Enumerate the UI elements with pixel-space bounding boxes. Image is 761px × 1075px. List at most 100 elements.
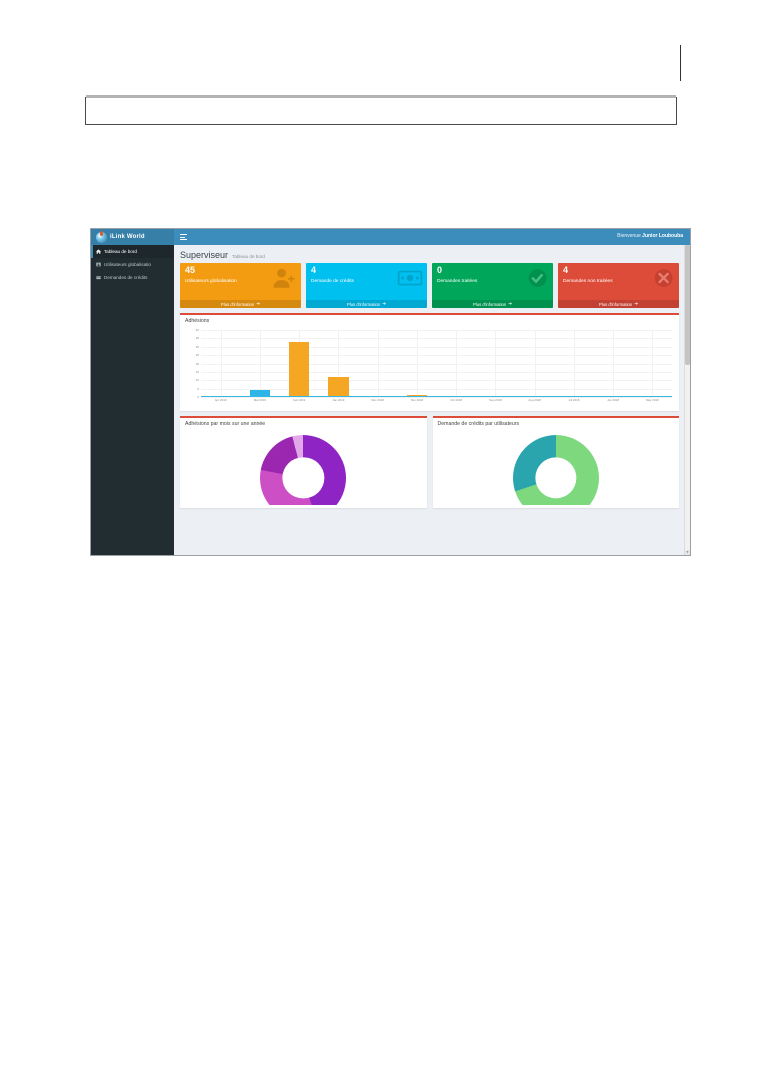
sidebar-item-tableau-de-bord[interactable]: Tableau de bord [91, 245, 174, 258]
bar-chart-bar-slot [201, 330, 240, 397]
bar-chart-y-tick: 10 [195, 378, 199, 383]
panel-demande-credits-utilisateurs: Demande de crédits par utilisateurs [432, 416, 679, 508]
arrow-circle-right-icon: ➔ [634, 301, 638, 306]
bar-chart-x-tick: Oct 2018 [450, 398, 462, 402]
users-icon [96, 262, 101, 267]
empty-caption-box [85, 95, 677, 125]
bar-chart-y-axis: 0 5 10 15 20 25 30 35 40 [185, 328, 200, 399]
bar-chart-y-tick: 5 [197, 386, 199, 391]
donut-panels-row: Adhésions par mois sur une année Demande… [174, 411, 685, 508]
bar-chart-baseline [201, 396, 672, 397]
check-circle-icon [523, 267, 549, 289]
times-circle-icon [649, 267, 675, 289]
hamburger-icon[interactable] [180, 234, 187, 240]
stat-card-more-label: Plus d'information [221, 301, 255, 307]
stat-card-more-label: Plus d'information [473, 301, 507, 307]
bar-chart-y-tick: 35 [195, 336, 199, 341]
main-content: Superviseur Tableau de bord 45 Utilisate… [174, 245, 685, 555]
bar-chart-bar-slot [476, 330, 515, 397]
panel-title: Demande de crédits par utilisateurs [437, 421, 520, 427]
stat-card-label: Demandes non traitées [563, 279, 613, 284]
stat-card-demande-credits[interactable]: 4 Demande de crédits Plus d'information … [306, 263, 427, 308]
bar-chart-bar [288, 341, 310, 397]
bar-chart-x-tick: Nov 2018 [410, 398, 424, 402]
sidebar-item-label: Utilisateurs globalisatio [104, 262, 151, 267]
stat-card-more-link[interactable]: Plus d'information ➔ [306, 300, 427, 308]
bar-chart-x-tick: Jan 2019 [332, 398, 345, 402]
stat-card-value: 4 [563, 265, 569, 275]
bar-chart-y-tick: 30 [195, 344, 199, 349]
content-header: Superviseur Tableau de bord [174, 245, 685, 263]
bar-chart-y-tick: 20 [195, 361, 199, 366]
bar-chart-bar-slot [515, 330, 554, 397]
scroll-down-arrow-icon[interactable]: ▼ [685, 550, 690, 555]
bar-chart-bar-slot [554, 330, 593, 397]
stat-card-demandes-non-traitees[interactable]: 4 Demandes non traitées Plus d'informati… [558, 263, 679, 308]
application-screenshot: iLink World Bienvenue Junior Loubouba Ta… [90, 228, 691, 556]
vertical-scrollbar[interactable]: ▲ ▼ [684, 245, 690, 555]
bar-chart-bar-slot [594, 330, 633, 397]
bar-chart-bar-slot [240, 330, 279, 397]
bar-chart-bar [249, 390, 271, 397]
adhesions-donut-chart [260, 435, 347, 505]
stat-card-label: Demande de crédits [311, 279, 354, 284]
bar-chart-bar-slot [633, 330, 672, 397]
page-margin-rule [680, 45, 681, 81]
stat-card-value: 0 [437, 265, 443, 275]
sidebar-item-demandes-de-credits[interactable]: Demandes de crédits [91, 271, 174, 284]
bar-chart-x-tick: Aug 2018 [528, 398, 541, 402]
bar-chart-bar-slot [280, 330, 319, 397]
top-navbar: iLink World Bienvenue Junior Loubouba [91, 229, 690, 245]
bar-chart-x-tick: Sep 2018 [489, 398, 502, 402]
stat-card-value: 45 [185, 265, 196, 275]
globe-logo-icon [96, 230, 107, 243]
brand-logo-area[interactable]: iLink World [91, 229, 174, 245]
welcome-username: Junior Loubouba [642, 233, 683, 239]
bar-chart-x-tick: Mar 2019 [253, 398, 266, 402]
stat-card-more-link[interactable]: Plus d'information ➔ [558, 300, 679, 308]
sidebar-item-label: Demandes de crédits [104, 275, 148, 280]
stat-cards-row: 45 Utilisateurs globalisation Plus d'inf… [174, 263, 685, 308]
caption-box-top-shade [86, 95, 676, 98]
breadcrumb: Tableau de bord [232, 254, 265, 259]
bar-chart-plot [201, 330, 672, 398]
stat-card-more-link[interactable]: Plus d'information ➔ [432, 300, 553, 308]
arrow-circle-right-icon: ➔ [382, 301, 386, 306]
bar-chart-y-tick: 15 [195, 369, 199, 374]
bar-chart-x-tick: Dec 2018 [371, 398, 384, 402]
home-icon [96, 249, 101, 254]
bar-chart-bar-slot [437, 330, 476, 397]
money-icon [397, 267, 423, 289]
sidebar-item-label: Tableau de bord [104, 249, 137, 254]
stat-card-utilisateurs[interactable]: 45 Utilisateurs globalisation Plus d'inf… [180, 263, 301, 308]
stat-card-more-link[interactable]: Plus d'information ➔ [180, 300, 301, 308]
credits-donut-chart [512, 435, 599, 505]
panel-adhesions: Adhésions 0 5 10 15 20 25 30 35 40 Apr 2019 Mar 2… [180, 313, 679, 411]
bar-chart-x-tick: Feb 2019 [293, 398, 306, 402]
bar-chart-y-tick: 40 [195, 328, 199, 332]
bar-chart-y-tick: 0 [197, 395, 199, 399]
stat-card-value: 4 [311, 265, 317, 275]
bar-chart-x-tick: Apr 2019 [214, 398, 227, 402]
sidebar: Tableau de bord Utilisateurs globalisati… [91, 245, 174, 555]
page-title: Superviseur [180, 250, 229, 260]
bar-chart-x-tick: May 2018 [646, 398, 659, 402]
brand-name: iLink World [110, 234, 145, 240]
panel-adhesions-par-mois: Adhésions par mois sur une année [180, 416, 427, 508]
stat-card-demandes-traitees[interactable]: 0 Demandes traitées Plus d'information ➔ [432, 263, 553, 308]
sidebar-item-utilisateurs-globalisation[interactable]: Utilisateurs globalisatio [91, 258, 174, 271]
bar-chart-bar-slot [319, 330, 358, 397]
stat-card-more-label: Plus d'information [599, 301, 633, 307]
credit-icon [96, 275, 101, 280]
bar-chart-gridlines [201, 330, 672, 398]
welcome-message[interactable]: Bienvenue Junior Loubouba [617, 233, 683, 239]
panel-title: Adhésions [185, 318, 210, 324]
user-add-icon [271, 267, 297, 289]
stat-card-label: Utilisateurs globalisation [185, 279, 237, 284]
bar-chart-bar-slot [397, 330, 436, 397]
panel-title: Adhésions par mois sur une année [185, 421, 266, 427]
bar-chart-y-tick: 25 [195, 353, 199, 358]
adhesions-bar-chart: 0 5 10 15 20 25 30 35 40 Apr 2019 Mar 2019 Feb 201… [185, 328, 674, 408]
bar-chart-bar-slot [358, 330, 397, 397]
scrollbar-thumb[interactable] [685, 245, 690, 365]
